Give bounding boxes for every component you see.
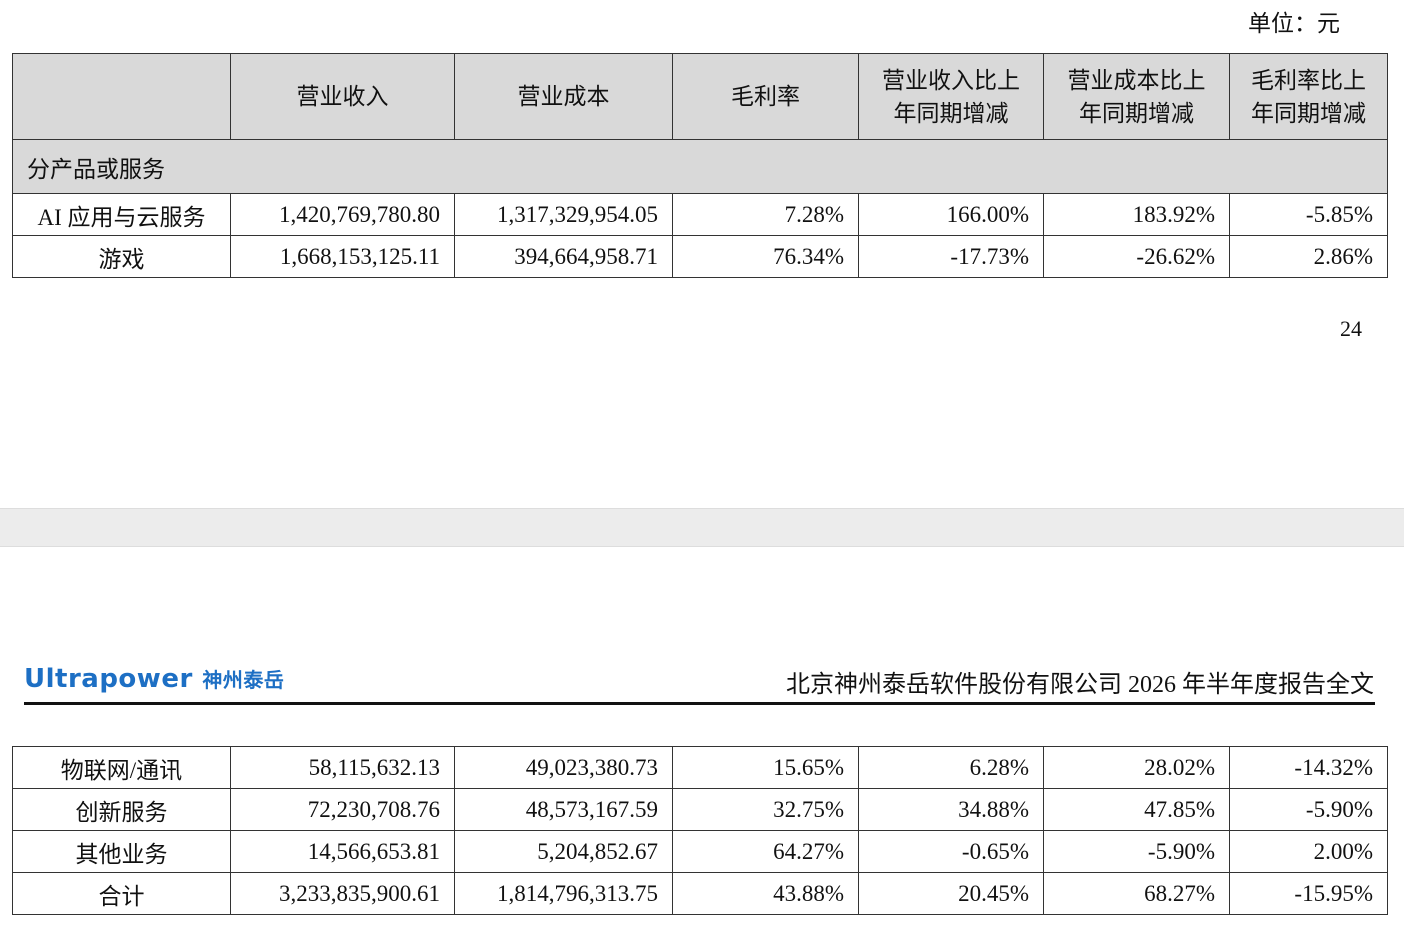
logo-cn: 神州泰岳 (202, 668, 285, 692)
value-cell: 72,230,708.76 (230, 788, 455, 831)
row-label: 其他业务 (12, 830, 231, 873)
value-cell: 5,204,852.67 (454, 830, 673, 873)
value-cell: 1,814,796,313.75 (454, 872, 673, 915)
row-label: AI 应用与云服务 (12, 193, 231, 236)
header-cell: 营业成本比上年同期增减 (1043, 53, 1230, 140)
value-cell: 2.00% (1229, 830, 1388, 873)
header-cell: 营业收入 (230, 53, 455, 140)
header-cell: 毛利率比上年同期增减 (1229, 53, 1388, 140)
value-cell: 64.27% (672, 830, 859, 873)
value-cell: 43.88% (672, 872, 859, 915)
page-gap (0, 508, 1404, 547)
value-cell: 166.00% (858, 193, 1044, 236)
header-title: 北京神州泰岳软件股份有限公司 2026 年半年度报告全文 (786, 672, 1374, 698)
value-cell: 20.45% (858, 872, 1044, 915)
value-cell: -14.32% (1229, 746, 1388, 789)
row-label: 创新服务 (12, 788, 231, 831)
value-cell: 49,023,380.73 (454, 746, 673, 789)
row-label: 合计 (12, 872, 231, 915)
header-text: 毛利率比上年同期增减 (1251, 67, 1366, 126)
header-cell: 营业成本 (454, 53, 673, 140)
value-cell: 1,668,153,125.11 (230, 235, 455, 278)
value-cell: -5.90% (1043, 830, 1230, 873)
value-cell: -5.90% (1229, 788, 1388, 831)
header-text: 营业收入 (296, 84, 389, 109)
value-cell: 1,420,769,780.80 (230, 193, 455, 236)
value-cell: 76.34% (672, 235, 859, 278)
value-cell: -15.95% (1229, 872, 1388, 915)
logo: Ultrapower 神州泰岳 (24, 664, 284, 694)
header-cell: 毛利率 (672, 53, 859, 140)
header-text: 营业成本比上年同期增减 (1067, 67, 1206, 126)
value-cell: 28.02% (1043, 746, 1230, 789)
value-cell: 34.88% (858, 788, 1044, 831)
header-cell (12, 53, 231, 140)
value-cell: 183.92% (1043, 193, 1230, 236)
section-row: 分产品或服务 (12, 139, 1388, 194)
header-text: 营业收入比上年同期增减 (882, 67, 1020, 126)
value-cell: 58,115,632.13 (230, 746, 455, 789)
value-cell: -26.62% (1043, 235, 1230, 278)
header-text: 毛利率 (731, 84, 800, 109)
value-cell: 48,573,167.59 (454, 788, 673, 831)
unit: 单位：元 (1248, 11, 1340, 36)
page-number: 24 (1340, 316, 1362, 341)
row-label: 游戏 (12, 235, 231, 278)
value-cell: 14,566,653.81 (230, 830, 455, 873)
logo-en: Ultrapower (24, 664, 193, 694)
header-cell: 营业收入比上年同期增减 (858, 53, 1044, 140)
value-cell: 394,664,958.71 (454, 235, 673, 278)
value-cell: 7.28% (672, 193, 859, 236)
value-cell: -5.85% (1229, 193, 1388, 236)
value-cell: 3,233,835,900.61 (230, 872, 455, 915)
value-cell: -0.65% (858, 830, 1044, 873)
row-label: 物联网/通讯 (12, 746, 231, 789)
value-cell: 1,317,329,954.05 (454, 193, 673, 236)
value-cell: 68.27% (1043, 872, 1230, 915)
header-rule (24, 702, 1375, 705)
value-cell: 32.75% (672, 788, 859, 831)
value-cell: 2.86% (1229, 235, 1388, 278)
value-cell: -17.73% (858, 235, 1044, 278)
header-text: 营业成本 (517, 84, 610, 109)
value-cell: 6.28% (858, 746, 1044, 789)
value-cell: 47.85% (1043, 788, 1230, 831)
value-cell: 15.65% (672, 746, 859, 789)
